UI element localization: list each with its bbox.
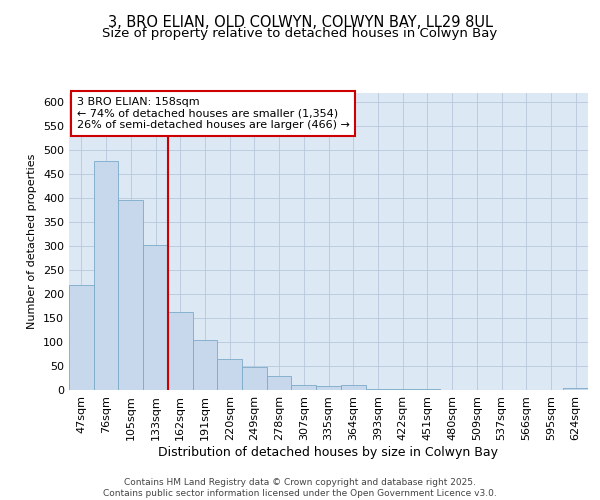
Bar: [168, 312, 193, 390]
Bar: [69, 286, 94, 390]
Text: 3 BRO ELIAN: 158sqm
← 74% of detached houses are smaller (1,354)
26% of semi-det: 3 BRO ELIAN: 158sqm ← 74% of detached ho…: [77, 97, 350, 130]
Bar: [94, 160, 118, 390]
Text: 3, BRO ELIAN, OLD COLWYN, COLWYN BAY, LL29 8UL: 3, BRO ELIAN, OLD COLWYN, COLWYN BAY, LL…: [107, 15, 493, 30]
Bar: [118, 200, 143, 390]
X-axis label: Distribution of detached houses by size in Colwyn Bay: Distribution of detached houses by size …: [158, 446, 499, 458]
Bar: [341, 385, 365, 390]
Bar: [193, 340, 217, 390]
Bar: [390, 388, 415, 390]
Bar: [292, 385, 316, 390]
Text: Size of property relative to detached houses in Colwyn Bay: Size of property relative to detached ho…: [103, 28, 497, 40]
Bar: [217, 359, 242, 390]
Bar: [267, 376, 292, 390]
Bar: [563, 388, 588, 390]
Bar: [316, 386, 341, 390]
Bar: [415, 388, 440, 390]
Bar: [143, 245, 168, 390]
Text: Contains HM Land Registry data © Crown copyright and database right 2025.
Contai: Contains HM Land Registry data © Crown c…: [103, 478, 497, 498]
Bar: [365, 388, 390, 390]
Y-axis label: Number of detached properties: Number of detached properties: [28, 154, 37, 329]
Bar: [242, 368, 267, 390]
